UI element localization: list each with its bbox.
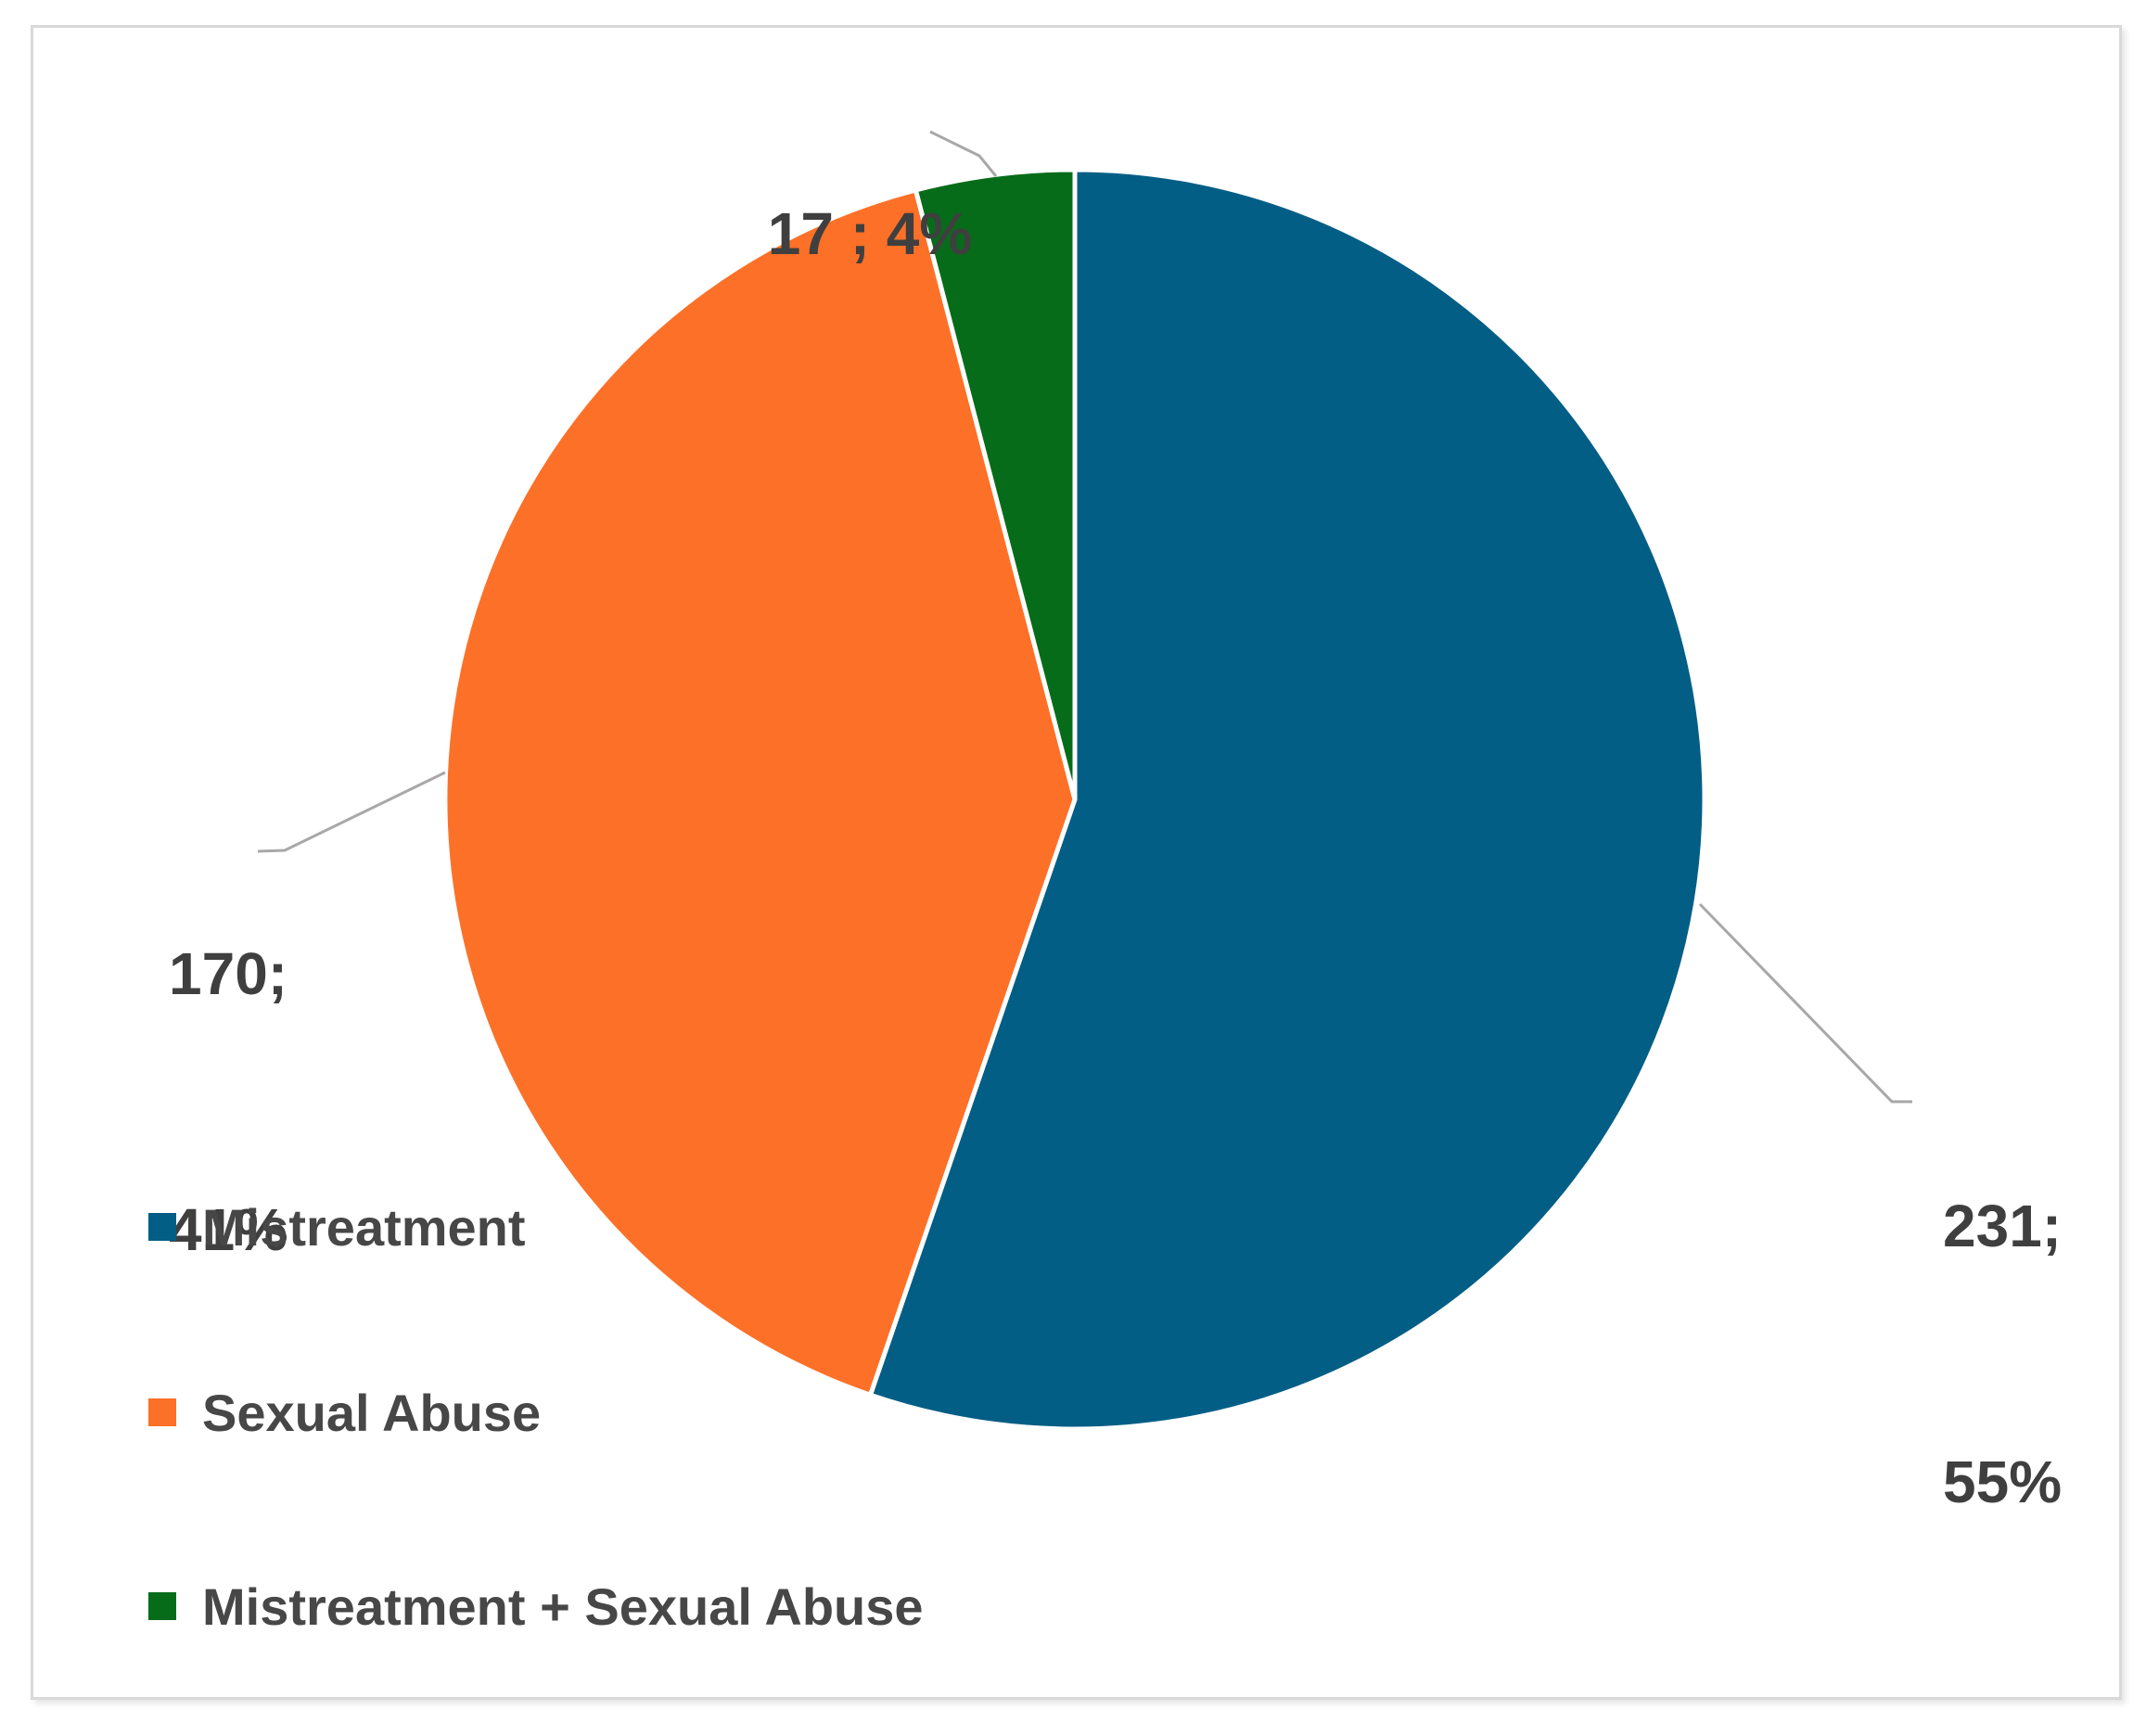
legend-label: Sexual Abuse (202, 1383, 542, 1442)
legend-label: Mistreatment + Sexual Abuse (202, 1576, 924, 1636)
data-label-percent: 41% (169, 1196, 288, 1263)
pie-slices (442, 167, 1707, 1432)
leader-line (1698, 902, 1912, 1104)
legend-item-sexual-abuse[interactable]: Sexual Abuse (148, 1383, 542, 1442)
legend-marker-mistreatment (148, 1213, 176, 1241)
data-label-sexual-abuse: 170; 41% (169, 760, 287, 1443)
legend-label: Mistreatment (202, 1197, 526, 1257)
legend-marker-sexual-abuse (148, 1398, 176, 1426)
data-label-mistreatment-plus-sexual-abuse: 17 ; 4% (684, 57, 1055, 410)
data-label-value: 231; (1943, 1193, 2063, 1259)
leader-lines (257, 130, 1912, 1104)
leader-line (929, 130, 998, 177)
pie-slice-sexual-abuse[interactable] (442, 187, 1078, 1398)
legend-item-mistreatment-plus-sexual-abuse[interactable]: Mistreatment + Sexual Abuse (148, 1576, 924, 1636)
data-label-mistreatment: 231; 55% (1943, 1013, 2062, 1695)
legend-item-mistreatment[interactable]: Mistreatment (148, 1197, 526, 1257)
chart-legend: Mistreatment Sexual Abuse Mistreatment +… (148, 0, 1169, 1736)
leader-line (257, 771, 446, 853)
data-label-value: 170; (169, 940, 288, 1007)
data-label-percent: 55% (1943, 1449, 2063, 1515)
data-label-text: 17 ; 4% (767, 200, 973, 267)
pie-slice-mistreatment[interactable] (868, 167, 1707, 1432)
legend-marker-mistreatment-plus-sexual-abuse (148, 1592, 176, 1620)
